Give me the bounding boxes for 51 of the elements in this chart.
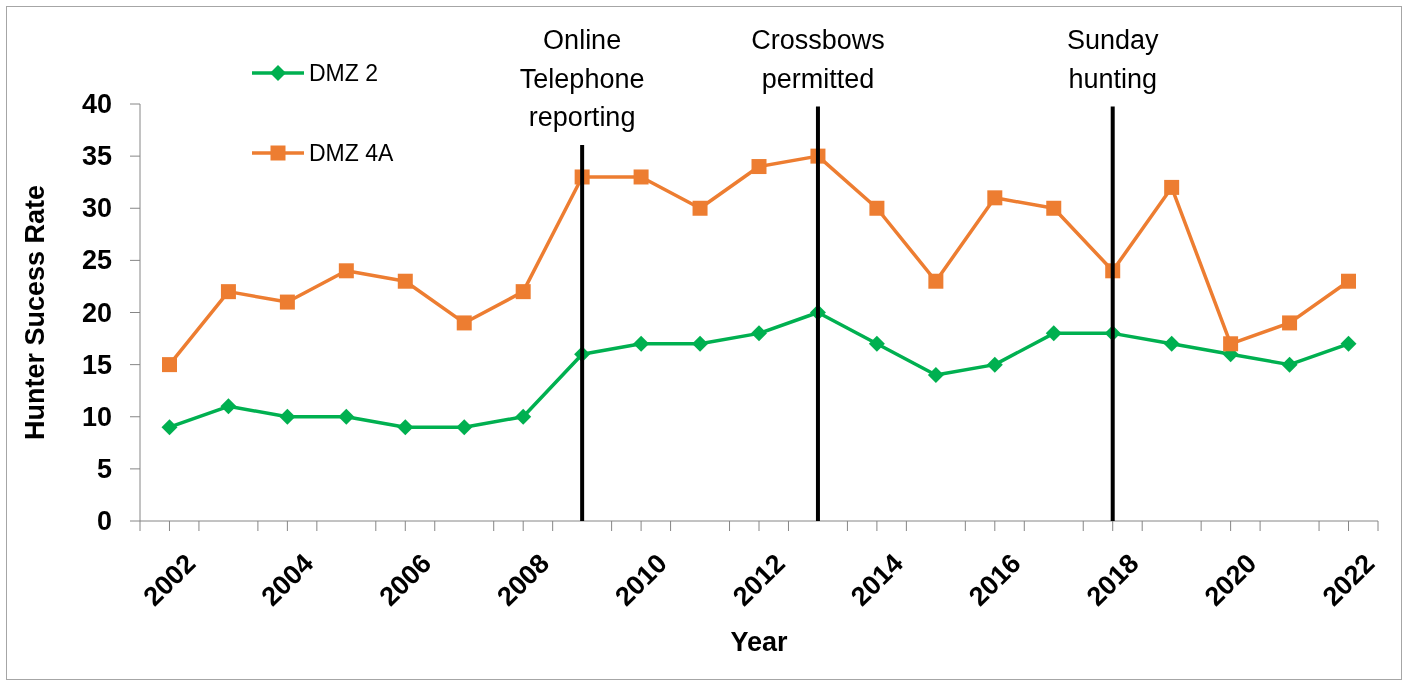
point — [515, 408, 532, 425]
y-axis-title: Hunter Sucess Rate — [20, 184, 50, 441]
point — [692, 200, 708, 216]
ref-line-label: Crossbows permitted — [751, 25, 885, 94]
ref-line-label: Online Telephone reporting — [519, 25, 645, 132]
point — [928, 273, 944, 289]
point — [397, 273, 413, 289]
y-tick-label: 0 — [96, 506, 112, 536]
point — [338, 263, 354, 279]
point — [220, 284, 236, 300]
y-tick-label: 35 — [81, 141, 112, 172]
point — [751, 159, 767, 175]
point — [1282, 315, 1298, 331]
point — [927, 367, 944, 384]
point — [633, 169, 649, 185]
point — [220, 398, 237, 415]
point — [397, 419, 414, 436]
y-tick-label: 15 — [81, 349, 112, 380]
point — [1163, 335, 1180, 352]
point — [161, 419, 178, 436]
point — [633, 335, 650, 352]
y-tick-label: 25 — [81, 245, 112, 276]
point — [279, 408, 296, 425]
point — [1164, 179, 1180, 195]
point — [456, 315, 472, 331]
point — [1281, 356, 1298, 373]
point — [987, 190, 1003, 206]
legend-label: DMZ 4A — [309, 140, 394, 166]
point — [279, 294, 295, 310]
point — [868, 335, 885, 352]
point — [986, 356, 1003, 373]
point — [1340, 335, 1357, 352]
y-tick-label: 10 — [81, 401, 112, 432]
x-axis-title: Year — [730, 627, 789, 657]
point — [1341, 273, 1357, 289]
point — [869, 200, 885, 216]
legend-label: DMZ 2 — [309, 60, 378, 86]
point — [515, 284, 531, 300]
point — [456, 419, 473, 436]
point — [1223, 336, 1239, 352]
point — [338, 408, 355, 425]
point — [1046, 200, 1062, 216]
y-tick-label: 5 — [96, 453, 112, 484]
ref-line-label: Sunday hunting — [1066, 25, 1159, 94]
point — [751, 325, 767, 342]
y-tick-label: 20 — [81, 297, 112, 328]
point — [161, 357, 177, 373]
point — [692, 335, 709, 352]
y-tick-label: 30 — [81, 193, 112, 224]
y-tick-label: 40 — [81, 89, 112, 119]
point — [1045, 325, 1062, 342]
